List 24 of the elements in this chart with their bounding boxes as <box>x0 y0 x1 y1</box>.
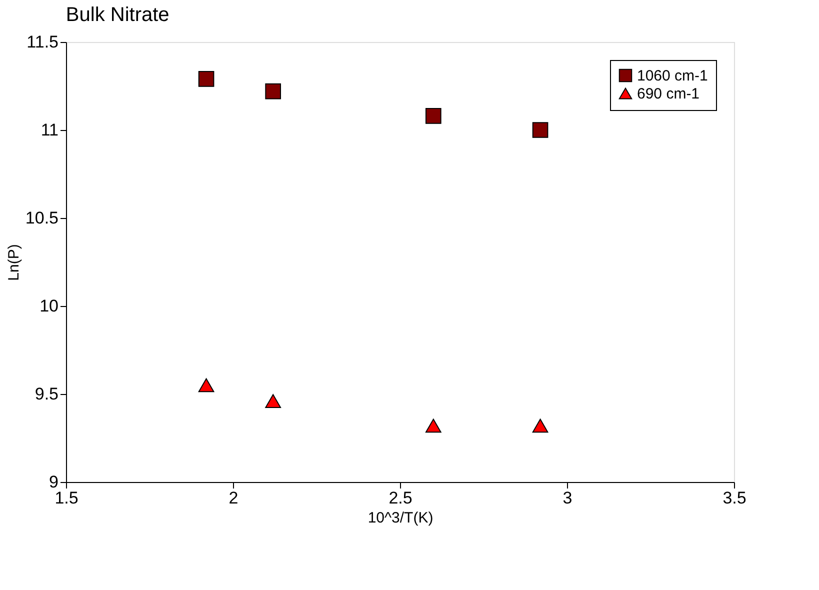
point <box>532 122 548 138</box>
point <box>425 418 442 433</box>
x-tick-label: 2.5 <box>388 488 412 508</box>
x-tick-label: 1.5 <box>54 488 78 508</box>
point <box>265 394 281 408</box>
y-tick-label: 10.5 <box>25 208 58 228</box>
legend-label: 1060 cm-1 <box>637 68 708 84</box>
y-tick-label: 9.5 <box>34 384 58 404</box>
chart-title: Bulk Nitrate <box>66 4 170 26</box>
point <box>532 418 548 433</box>
point <box>198 71 214 87</box>
x-tick-label: 2 <box>228 488 238 508</box>
x-tick-label: 3.5 <box>722 488 746 508</box>
point <box>198 378 214 392</box>
point <box>425 108 442 124</box>
legend-label: 690 cm-1 <box>637 86 700 102</box>
x-axis-title: 10^3/T(K) <box>368 510 434 526</box>
y-tick-label: 11.5 <box>26 32 58 52</box>
point <box>265 83 281 100</box>
y-tick-label: 10 <box>40 296 58 316</box>
y-tick-label: 11 <box>40 120 58 140</box>
x-tick-label: 3 <box>562 488 572 508</box>
y-tick-label: 9 <box>49 472 58 492</box>
y-axis-title: Ln(P) <box>5 244 22 281</box>
